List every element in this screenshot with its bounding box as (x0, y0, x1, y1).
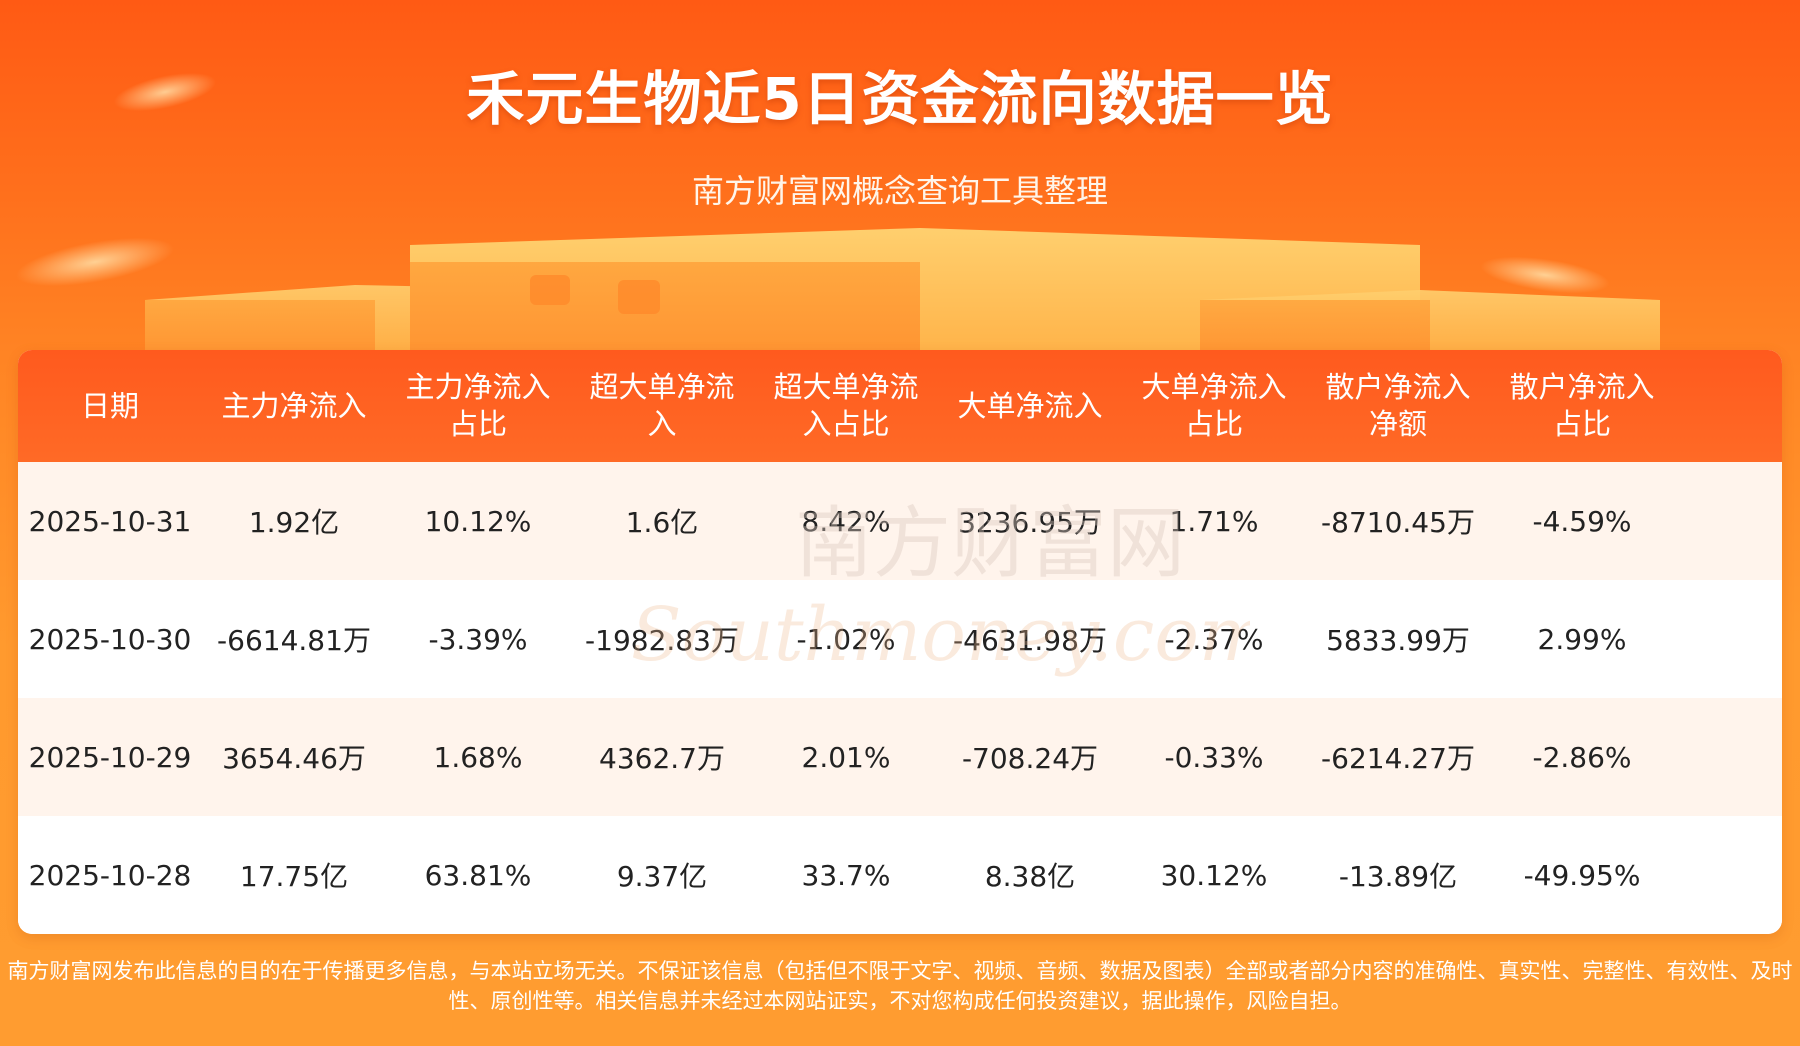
cell-main-net-inflow-ratio: 63.81% (424, 858, 532, 892)
footer-disclaimer: 南方财富网发布此信息的目的在于传播更多信息，与本站立场无关。不保证该信息（包括但… (7, 959, 1793, 1013)
page-subtitle: 南方财富网概念查询工具整理 (691, 172, 1108, 210)
header-date: 日期 (80, 388, 139, 423)
cell-retail-net-inflow-ratio: 2.99% (1537, 622, 1627, 656)
cell-date: 2025-10-29 (28, 740, 192, 774)
table-row: 2025-10-31 1.92亿 10.12% 1.6亿 8.42% 3236.… (18, 462, 1782, 580)
cell-retail-net-inflow: 5833.99万 (1326, 624, 1470, 657)
table-body: 2025-10-31 1.92亿 10.12% 1.6亿 8.42% 3236.… (18, 462, 1782, 934)
cell-main-net-inflow-ratio: 1.68% (433, 740, 523, 774)
cell-retail-net-inflow-ratio: -2.86% (1532, 740, 1632, 774)
cell-large-net-inflow: 3236.95万 (958, 506, 1102, 539)
cell-retail-net-inflow-ratio: -49.95% (1523, 858, 1641, 892)
cell-super-large-net-inflow: -1982.83万 (585, 624, 739, 657)
cell-main-net-inflow-ratio: 10.12% (424, 504, 532, 538)
cell-super-large-net-inflow: 1.6亿 (625, 506, 699, 539)
cell-main-net-inflow: -6614.81万 (217, 624, 371, 657)
header-super-large-net-inflow: 超大单净流入 (589, 370, 735, 441)
cell-large-net-inflow: -4631.98万 (953, 624, 1107, 657)
cell-main-net-inflow: 17.75亿 (239, 860, 349, 893)
cell-retail-net-inflow: -13.89亿 (1338, 860, 1458, 893)
cell-large-net-inflow: -708.24万 (961, 742, 1099, 775)
table-row: 2025-10-28 17.75亿 63.81% 9.37亿 33.7% 8.3… (18, 816, 1782, 934)
cell-large-net-inflow-ratio: 1.71% (1169, 504, 1259, 538)
cell-super-large-net-inflow-ratio: 33.7% (801, 858, 891, 892)
cell-super-large-net-inflow: 9.37亿 (616, 860, 708, 893)
table-header-row: 日期 主力净流入 主力净流入 占比 超大单净流入 超大单净流 入占比 大单净流入 大… (18, 350, 1782, 462)
cell-super-large-net-inflow-ratio: -1.02% (796, 622, 896, 656)
cell-main-net-inflow-ratio: -3.39% (428, 622, 528, 656)
cell-large-net-inflow: 8.38亿 (984, 860, 1076, 893)
cell-date: 2025-10-28 (28, 858, 192, 892)
header-large-net-inflow: 大单净流入 (957, 388, 1103, 423)
fund-flow-table: 日期 主力净流入 主力净流入 占比 超大单净流入 超大单净流 入占比 大单净流入 大… (18, 350, 1782, 934)
cell-super-large-net-inflow: 4362.7万 (599, 742, 725, 775)
cell-large-net-inflow-ratio: -0.33% (1164, 740, 1264, 774)
table-row: 2025-10-29 3654.46万 1.68% 4362.7万 2.01% … (18, 698, 1782, 816)
header-retail-net-inflow-ratio: 散户净流入 占比 (1509, 370, 1655, 441)
cell-retail-net-inflow: -8710.45万 (1321, 506, 1475, 539)
cell-main-net-inflow: 1.92亿 (248, 506, 340, 539)
page-title: 禾元生物近5日资金流向数据一览 (466, 65, 1334, 133)
cell-large-net-inflow-ratio: 30.12% (1160, 858, 1268, 892)
cell-date: 2025-10-30 (28, 622, 192, 656)
cell-super-large-net-inflow-ratio: 2.01% (801, 740, 891, 774)
cell-large-net-inflow-ratio: -2.37% (1164, 622, 1264, 656)
header-super-large-net-inflow-ratio: 超大单净流 入占比 (773, 370, 919, 441)
cell-main-net-inflow: 3654.46万 (222, 742, 366, 775)
header-main-net-inflow: 主力净流入 (221, 388, 367, 423)
cell-retail-net-inflow-ratio: -4.59% (1532, 504, 1632, 538)
header-main-net-inflow-ratio: 主力净流入 占比 (405, 370, 551, 441)
cell-retail-net-inflow: -6214.27万 (1321, 742, 1475, 775)
header-large-net-inflow-ratio: 大单净流入 占比 (1141, 370, 1287, 441)
header-retail-net-inflow: 散户净流入 净额 (1325, 370, 1471, 441)
cell-super-large-net-inflow-ratio: 8.42% (801, 504, 891, 538)
table-row: 2025-10-30 -6614.81万 -3.39% -1982.83万 -1… (18, 580, 1782, 698)
cell-date: 2025-10-31 (28, 504, 192, 538)
